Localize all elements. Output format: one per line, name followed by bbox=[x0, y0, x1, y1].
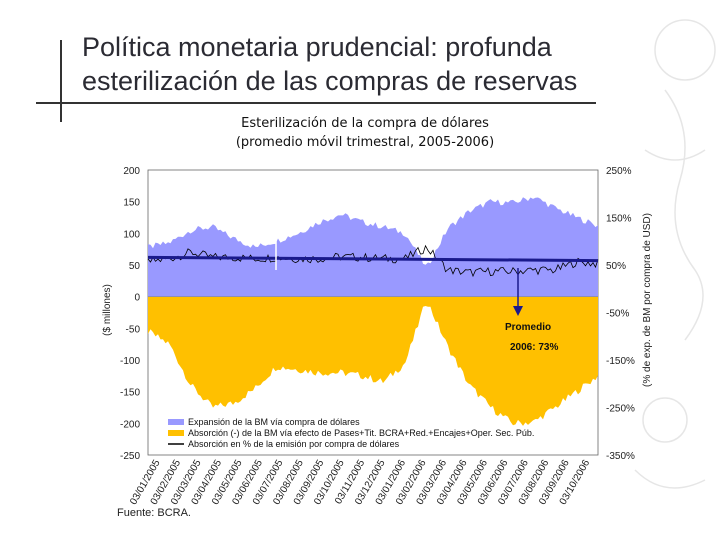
annotation-2005-arrowhead bbox=[271, 228, 281, 238]
y-left-tick-label: -200 bbox=[120, 419, 140, 430]
chart-subtitle: (promedio móvil trimestral, 2005-2006) bbox=[235, 135, 495, 150]
annotation-2005-value: 2005: 78% bbox=[262, 216, 310, 227]
title-horizontal-rule bbox=[36, 102, 596, 104]
series-expansion-area bbox=[148, 197, 598, 297]
y-left-tick-label: 200 bbox=[123, 166, 140, 177]
y-left-tick-label: 0 bbox=[134, 293, 140, 304]
legend-label: Absorción en % de la emisión por compra … bbox=[188, 439, 400, 449]
y-left-tick-label: -50 bbox=[126, 324, 141, 335]
legend-swatch bbox=[168, 419, 184, 425]
chart-title: Esterilización de la compra de dólares bbox=[241, 116, 489, 131]
annotation-2006-arrowhead bbox=[513, 306, 523, 316]
y-left-axis-title: ($ millones) bbox=[102, 284, 113, 336]
y-right-tick-label: -50% bbox=[606, 309, 629, 320]
legend-swatch bbox=[168, 430, 184, 436]
y-left-tick-label: 50 bbox=[129, 261, 141, 272]
average-line bbox=[147, 255, 599, 263]
annotation-2006-value: 2006: 73% bbox=[510, 342, 558, 353]
y-right-tick-label: -150% bbox=[606, 356, 635, 367]
annotation-2005-label: Promedio bbox=[262, 202, 308, 213]
slide-title: Política monetaria prudencial: profunda … bbox=[82, 30, 642, 98]
slide-title-line1: Política monetaria prudencial: profunda bbox=[82, 32, 552, 62]
y-right-tick-label: 150% bbox=[606, 214, 632, 225]
legend-label: Expansión de la BM vía compra de dólares bbox=[188, 417, 360, 427]
slide-title-line2: esterilización de las compras de reserva… bbox=[82, 66, 578, 96]
y-left-tick-label: -100 bbox=[120, 356, 140, 367]
title-vertical-rule bbox=[60, 40, 62, 122]
legend-label: Absorción (-) de la BM vía efecto de Pas… bbox=[188, 428, 534, 438]
y-left-tick-label: 150 bbox=[123, 198, 140, 209]
source-note: Fuente: BCRA. bbox=[117, 507, 191, 519]
y-right-axis-title: (% de exp. de BM por compra de USD) bbox=[642, 213, 653, 387]
y-right-tick-label: -250% bbox=[606, 404, 635, 415]
watermark-decoration bbox=[634, 19, 716, 489]
annotation-2006-label: Promedio bbox=[505, 322, 551, 333]
y-right-tick-label: 50% bbox=[606, 261, 626, 272]
series-absorption-area bbox=[148, 296, 598, 426]
y-left-tick-label: -150 bbox=[120, 388, 140, 399]
y-left-tick-label: 100 bbox=[123, 229, 140, 240]
y-left-tick-label: -250 bbox=[120, 451, 140, 462]
y-right-tick-label: -350% bbox=[606, 451, 635, 462]
y-right-tick-label: 250% bbox=[606, 166, 632, 177]
